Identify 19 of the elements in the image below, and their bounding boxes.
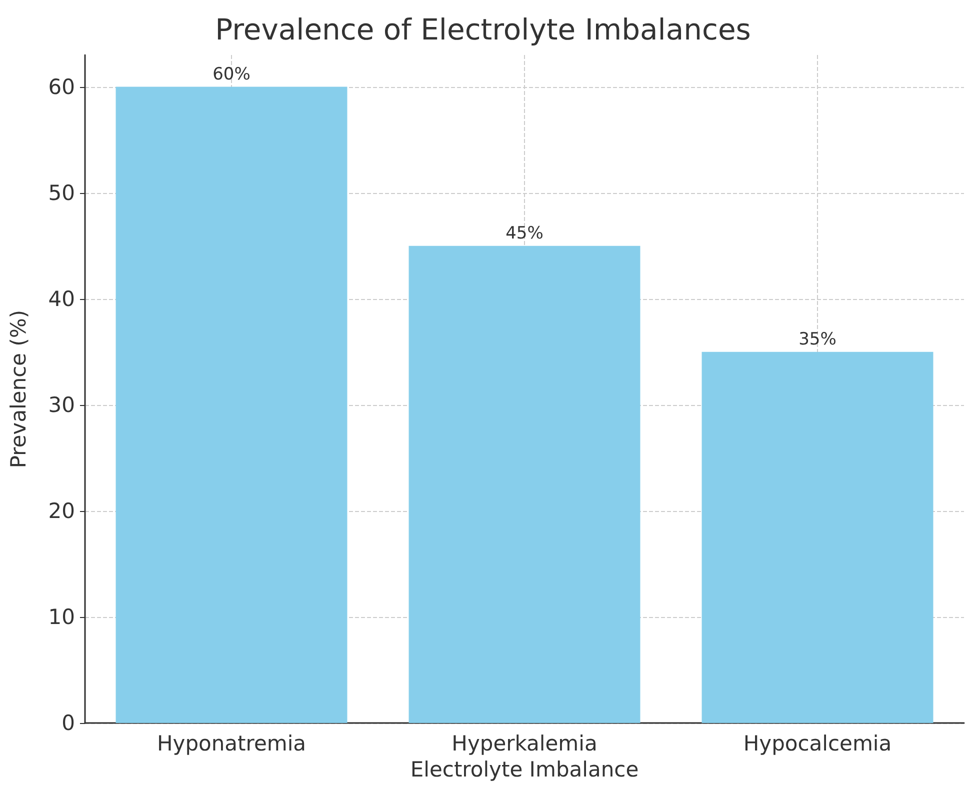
x-tick-label: Hypocalcemia: [743, 732, 892, 756]
x-tick-label: Hyperkalemia: [452, 732, 598, 756]
y-axis-title: Prevalence (%): [6, 310, 30, 468]
chart-title: Prevalence of Electrolyte Imbalances: [215, 12, 751, 46]
y-tick-label: 20: [48, 498, 75, 523]
bar: [702, 352, 934, 723]
data-label: 45%: [506, 223, 544, 244]
y-tick-label: 40: [48, 286, 75, 311]
y-tick-label: 30: [48, 392, 75, 417]
x-axis-title: Electrolyte Imbalance: [410, 758, 639, 782]
data-label: 35%: [798, 329, 836, 350]
x-tick-label: Hyponatremia: [156, 732, 306, 756]
bar: [408, 246, 640, 723]
y-tick-label: 0: [62, 711, 75, 735]
y-tick-label: 10: [48, 604, 75, 629]
y-tick-label: 50: [48, 180, 75, 205]
data-label: 60%: [212, 64, 250, 84]
bar: [116, 86, 348, 723]
y-tick-label: 60: [48, 74, 75, 99]
